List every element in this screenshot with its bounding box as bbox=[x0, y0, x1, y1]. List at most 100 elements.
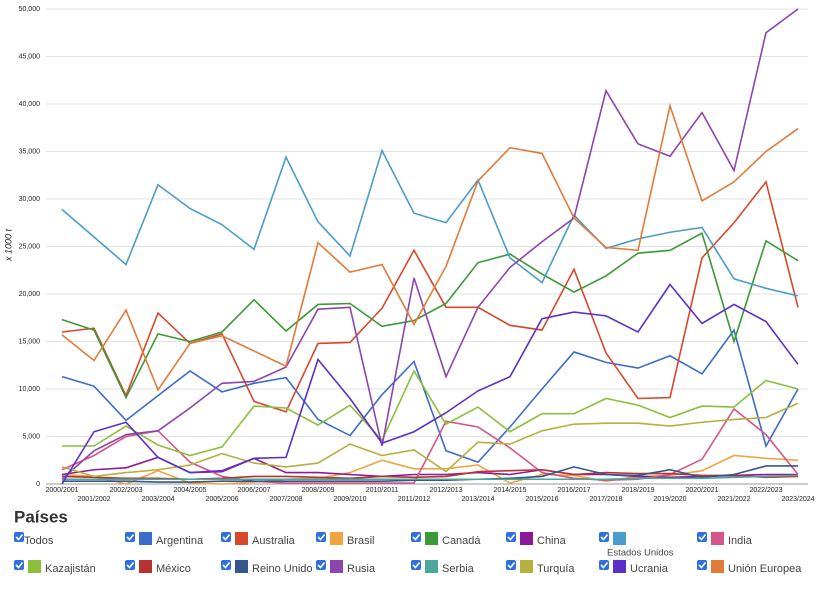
legend-label[interactable]: Turquía bbox=[537, 563, 575, 575]
x-tick-label: 2018/2019 bbox=[621, 487, 654, 494]
series-line bbox=[61, 8, 799, 480]
checkbox[interactable] bbox=[221, 532, 231, 542]
legend-label[interactable]: Brasil bbox=[347, 535, 375, 547]
checkbox[interactable] bbox=[14, 560, 24, 570]
x-tick-label: 2022/2023 bbox=[749, 487, 782, 494]
checkbox[interactable] bbox=[697, 532, 707, 542]
legend-label[interactable]: Argentina bbox=[156, 535, 204, 547]
legend-swatch bbox=[613, 532, 626, 545]
legend-label[interactable]: China bbox=[537, 535, 567, 547]
legend-label[interactable]: Kazajistán bbox=[45, 563, 96, 575]
legend-label[interactable]: India bbox=[728, 535, 753, 547]
checkmark bbox=[126, 534, 135, 541]
series-line bbox=[62, 465, 798, 483]
legend-swatch bbox=[235, 560, 248, 573]
x-tick-label: 2002/2003 bbox=[109, 487, 142, 494]
x-tick-label: 2015/2016 bbox=[525, 496, 558, 503]
checkmark bbox=[15, 562, 24, 569]
series-line bbox=[61, 328, 799, 464]
legend-swatch bbox=[28, 560, 41, 573]
x-tick-label: 2017/2018 bbox=[589, 496, 622, 503]
series-line bbox=[61, 180, 799, 413]
y-tick-label: 35,000 bbox=[19, 148, 41, 155]
checkmark bbox=[507, 562, 516, 569]
checkbox[interactable] bbox=[125, 532, 135, 542]
x-tick-label: 2013/2014 bbox=[461, 496, 494, 503]
checkmark bbox=[317, 562, 326, 569]
checkbox[interactable] bbox=[316, 532, 326, 542]
x-tick-label: 2016/2017 bbox=[557, 487, 590, 494]
checkbox[interactable] bbox=[14, 532, 24, 542]
x-tick-label: 2011/2012 bbox=[398, 496, 431, 503]
y-tick-label: 15,000 bbox=[19, 338, 41, 345]
x-tick-label: 2023/2024 bbox=[781, 496, 814, 503]
legend-label[interactable]: Rusia bbox=[347, 563, 376, 575]
checkbox[interactable] bbox=[599, 560, 609, 570]
checkbox[interactable] bbox=[221, 560, 231, 570]
legend-label[interactable]: Ucrania bbox=[630, 563, 669, 575]
series-line bbox=[61, 148, 799, 297]
legend-swatch bbox=[425, 532, 438, 545]
legend-label[interactable]: Reino Unido bbox=[252, 563, 313, 575]
series-line bbox=[62, 369, 799, 457]
x-tick-label: 2007/2008 bbox=[269, 496, 302, 503]
x-tick-label: 2021/2022 bbox=[717, 496, 750, 503]
legend-label[interactable]: Unión Europea bbox=[728, 563, 802, 575]
checkbox[interactable] bbox=[411, 560, 421, 570]
checkmark bbox=[698, 534, 707, 541]
checkmark bbox=[317, 534, 326, 541]
x-tick-label: 2000/2001 bbox=[45, 487, 78, 494]
checkmark bbox=[126, 562, 135, 569]
checkbox[interactable] bbox=[125, 560, 135, 570]
checkbox[interactable] bbox=[411, 532, 421, 542]
checkmark bbox=[698, 562, 707, 569]
checkbox[interactable] bbox=[599, 532, 609, 542]
legend-label[interactable]: México bbox=[156, 563, 191, 575]
y-axis-label: x 1000 t bbox=[3, 228, 13, 262]
checkmark bbox=[507, 534, 516, 541]
x-tick-label: 2001/2002 bbox=[77, 496, 110, 503]
x-tick-label: 2005/2006 bbox=[205, 496, 238, 503]
legend-label[interactable]: Serbia bbox=[442, 563, 475, 575]
x-tick-label: 2014/2015 bbox=[493, 487, 526, 494]
series-line bbox=[61, 102, 799, 392]
legend-swatch bbox=[425, 560, 438, 573]
checkbox[interactable] bbox=[506, 560, 516, 570]
checkmark bbox=[412, 534, 421, 541]
legend-label[interactable]: Canadá bbox=[442, 535, 481, 547]
checkbox[interactable] bbox=[506, 532, 516, 542]
x-tick-label: 2012/2013 bbox=[429, 487, 462, 494]
y-tick-label: 0 bbox=[36, 481, 40, 488]
checkbox[interactable] bbox=[316, 560, 326, 570]
legend-swatch bbox=[139, 532, 152, 545]
legend-swatch bbox=[235, 532, 248, 545]
series-line bbox=[61, 283, 799, 485]
x-tick-label: 2020/2021 bbox=[685, 487, 718, 494]
y-tick-label: 30,000 bbox=[19, 196, 41, 203]
y-tick-label: 5,000 bbox=[22, 433, 40, 440]
checkmark bbox=[600, 562, 609, 569]
y-tick-label: 40,000 bbox=[19, 101, 41, 108]
legend-swatch bbox=[139, 560, 152, 573]
legend-swatch bbox=[711, 560, 724, 573]
x-tick-label: 2009/2010 bbox=[333, 496, 366, 503]
legend-label[interactable]: Estados Unidos bbox=[607, 548, 674, 559]
legend-swatch bbox=[613, 560, 626, 573]
legend-swatch bbox=[330, 532, 343, 545]
checkmark bbox=[15, 534, 24, 541]
legend-swatch bbox=[520, 532, 533, 545]
x-tick-label: 2019/2020 bbox=[653, 496, 686, 503]
y-tick-label: 45,000 bbox=[19, 53, 41, 60]
series-line bbox=[61, 402, 799, 478]
checkmark bbox=[222, 562, 231, 569]
legend-all[interactable]: Todos bbox=[24, 535, 54, 547]
x-tick-label: 2008/2009 bbox=[301, 487, 334, 494]
legend-label[interactable]: Australia bbox=[252, 535, 296, 547]
legend-swatch bbox=[711, 532, 724, 545]
y-tick-label: 25,000 bbox=[19, 243, 41, 250]
x-tick-label: 2004/2005 bbox=[173, 487, 206, 494]
checkbox[interactable] bbox=[697, 560, 707, 570]
legend-swatch bbox=[520, 560, 533, 573]
x-tick-label: 2006/2007 bbox=[237, 487, 270, 494]
